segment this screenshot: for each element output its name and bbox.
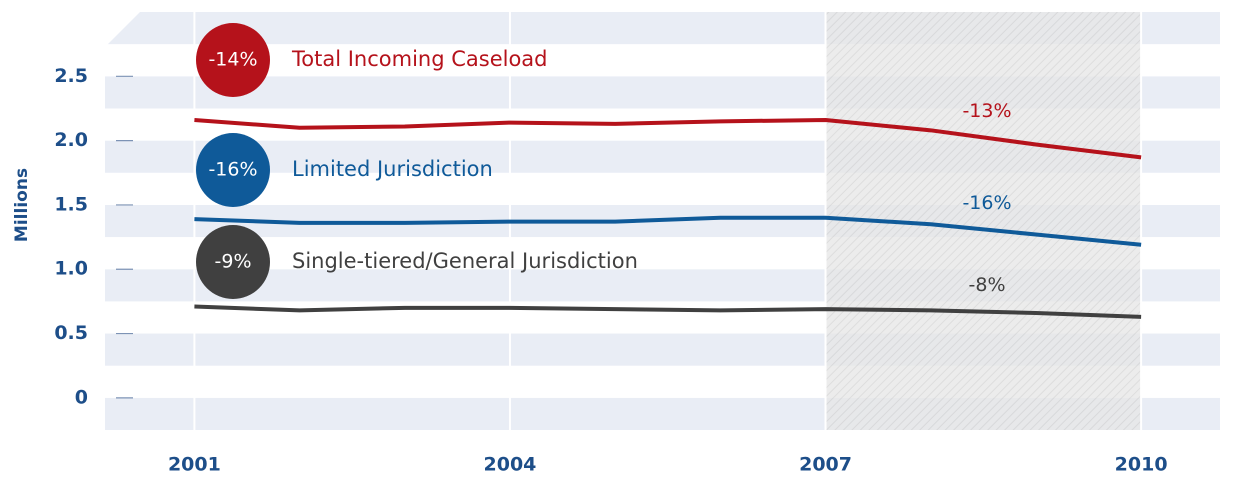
line: [194, 215, 1142, 247]
legend-badge: [196, 225, 270, 299]
x-tick-label: 2007: [799, 454, 852, 476]
legend-badge-label: -9%: [215, 251, 252, 273]
y-axis-label: Millions: [12, 168, 32, 242]
legend-label: Single-tiered/General Jurisdiction: [292, 249, 638, 273]
y-tick-label: 1.5: [54, 193, 88, 215]
line: [194, 304, 1142, 319]
legend-label: Total Incoming Caseload: [291, 47, 548, 71]
legend-badge: [196, 23, 270, 97]
change-annotation: -16%: [962, 192, 1011, 214]
y-tick-label: 0: [75, 386, 88, 408]
y-tick-label: 2.0: [54, 129, 88, 151]
x-tick-label: 2004: [484, 454, 537, 476]
x-tick-label: 2010: [1115, 454, 1168, 476]
legend-label: Limited Jurisdiction: [292, 157, 493, 181]
legend-badge-label: -14%: [208, 49, 257, 71]
line: [194, 118, 1142, 160]
legend-badge-label: -16%: [208, 159, 257, 181]
change-annotation: -13%: [962, 100, 1011, 122]
y-tick-label: 0.5: [54, 322, 88, 344]
plot-background: [105, 12, 1220, 430]
legend-badge: [196, 133, 270, 207]
change-annotation: -8%: [969, 274, 1006, 296]
y-tick-label: 1.0: [54, 258, 88, 280]
x-tick-label: 2001: [168, 454, 221, 476]
y-tick-label: 2.5: [54, 65, 88, 87]
